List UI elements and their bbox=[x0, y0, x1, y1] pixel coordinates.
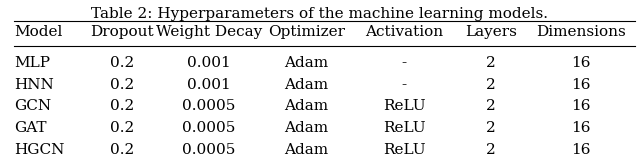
Text: 0.2: 0.2 bbox=[110, 121, 134, 135]
Text: GAT: GAT bbox=[14, 121, 47, 135]
Text: ReLU: ReLU bbox=[383, 143, 426, 157]
Text: Adam: Adam bbox=[285, 56, 329, 70]
Text: -: - bbox=[401, 78, 406, 92]
Text: Layers: Layers bbox=[465, 25, 516, 39]
Text: 0.001: 0.001 bbox=[188, 78, 231, 92]
Text: 16: 16 bbox=[572, 78, 591, 92]
Text: 0.001: 0.001 bbox=[188, 56, 231, 70]
Text: HGCN: HGCN bbox=[14, 143, 65, 157]
Text: 16: 16 bbox=[572, 56, 591, 70]
Text: 0.2: 0.2 bbox=[110, 56, 134, 70]
Text: 2: 2 bbox=[486, 56, 495, 70]
Text: 16: 16 bbox=[572, 99, 591, 113]
Text: Weight Decay: Weight Decay bbox=[156, 25, 262, 39]
Text: Dimensions: Dimensions bbox=[536, 25, 626, 39]
Text: Model: Model bbox=[14, 25, 63, 39]
Text: 2: 2 bbox=[486, 99, 495, 113]
Text: Adam: Adam bbox=[285, 143, 329, 157]
Text: Adam: Adam bbox=[285, 78, 329, 92]
Text: 0.0005: 0.0005 bbox=[182, 99, 236, 113]
Text: 16: 16 bbox=[572, 143, 591, 157]
Text: ReLU: ReLU bbox=[383, 99, 426, 113]
Text: 16: 16 bbox=[572, 121, 591, 135]
Text: -: - bbox=[401, 56, 406, 70]
Text: 0.2: 0.2 bbox=[110, 78, 134, 92]
Text: 2: 2 bbox=[486, 78, 495, 92]
Text: Adam: Adam bbox=[285, 99, 329, 113]
Text: 0.2: 0.2 bbox=[110, 143, 134, 157]
Text: MLP: MLP bbox=[14, 56, 50, 70]
Text: Activation: Activation bbox=[365, 25, 443, 39]
Text: 0.0005: 0.0005 bbox=[182, 121, 236, 135]
Text: Optimizer: Optimizer bbox=[268, 25, 345, 39]
Text: 0.0005: 0.0005 bbox=[182, 143, 236, 157]
Text: Adam: Adam bbox=[285, 121, 329, 135]
Text: HNN: HNN bbox=[14, 78, 54, 92]
Text: 2: 2 bbox=[486, 121, 495, 135]
Text: Dropout: Dropout bbox=[91, 25, 154, 39]
Text: GCN: GCN bbox=[14, 99, 51, 113]
Text: Table 2: Hyperparameters of the machine learning models.: Table 2: Hyperparameters of the machine … bbox=[92, 7, 548, 21]
Text: 2: 2 bbox=[486, 143, 495, 157]
Text: 0.2: 0.2 bbox=[110, 99, 134, 113]
Text: ReLU: ReLU bbox=[383, 121, 426, 135]
